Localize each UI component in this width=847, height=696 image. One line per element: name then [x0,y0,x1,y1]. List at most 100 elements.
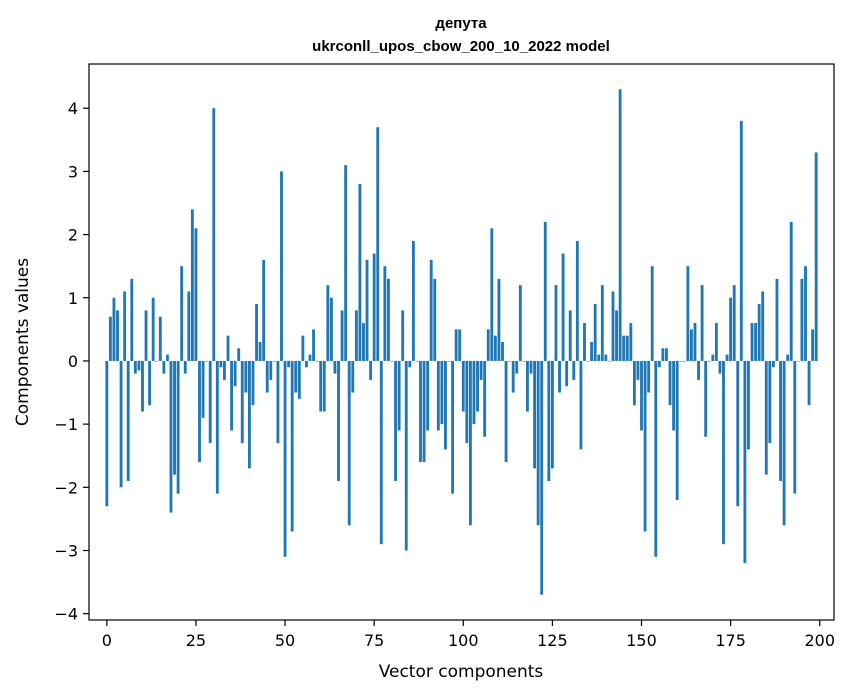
bar-124 [547,360,551,481]
bar-169 [707,360,711,362]
bar-41 [251,360,255,406]
bar-135 [586,360,590,362]
bar-10 [141,360,144,412]
bar-33 [223,360,226,380]
bar-111 [501,342,504,361]
bar-148 [632,360,636,406]
bar-114 [511,360,515,393]
bars-group [105,89,818,595]
bar-189 [779,360,782,481]
bar-81 [394,360,397,481]
bar-31 [215,360,219,494]
y-tick-label--4: −4 [54,605,78,624]
bar-38 [240,360,244,444]
bar-70 [354,310,358,361]
bar-199 [814,152,818,361]
bar-39 [244,360,248,393]
bar-48 [276,360,280,444]
bar-77 [379,360,383,545]
bar-116 [518,285,522,361]
bar-157 [665,348,668,361]
bar-194 [796,360,800,362]
bar-193 [793,360,797,494]
bar-71 [358,184,362,361]
bar-100 [461,360,465,412]
bar-23 [187,291,191,361]
bar-182 [754,323,757,361]
bar-102 [468,360,472,526]
bar-75 [372,253,376,361]
bar-54 [297,360,301,399]
bar-2 [112,297,116,361]
bar-185 [764,360,768,475]
bar-176 [732,285,736,361]
bar-195 [800,278,804,361]
bar-121 [536,360,540,526]
bar-119 [529,360,533,374]
bar-152 [647,360,651,393]
bar-36 [233,360,237,387]
bar-128 [561,253,565,361]
bar-133 [579,360,583,450]
y-axis-ticks: −4 −3 −2 −1 0 1 2 3 4 [54,99,89,624]
bar-22 [183,360,187,374]
bar-170 [711,354,715,361]
bar-45 [265,360,269,393]
y-tick-label-3: 3 [68,162,78,181]
bar-7 [130,278,134,361]
bar-164 [689,329,693,361]
bar-30 [212,108,216,361]
bar-145 [622,335,626,361]
bar-179 [743,360,747,564]
bar-84 [404,360,408,551]
bar-163 [686,266,690,361]
bar-29 [208,360,212,444]
bar-27 [201,360,205,418]
bar-92 [433,278,437,361]
y-tick-label-4: 4 [68,99,78,118]
bar-166 [697,360,700,380]
bar-174 [725,354,729,361]
bar-59 [315,360,319,362]
bar-52 [290,360,294,532]
bar-172 [718,360,722,374]
bar-34 [226,335,230,361]
bar-159 [672,360,676,431]
bar-17 [166,354,169,361]
bar-87 [415,360,419,362]
bar-97 [451,360,455,494]
bar-12 [148,360,152,406]
bar-32 [219,360,223,368]
bar-55 [301,335,305,361]
x-tick-label-200: 200 [804,631,835,650]
bar-80 [390,360,394,362]
bar-88 [419,360,422,463]
bar-154 [654,360,658,557]
bar-190 [782,360,786,526]
bar-98 [454,329,458,361]
bar-67 [344,165,348,361]
bar-105 [479,360,483,380]
bar-79 [387,278,390,361]
bar-156 [661,348,665,361]
bar-65 [337,360,340,481]
bar-20 [176,360,180,494]
bar-131 [572,360,576,380]
bar-69 [351,360,355,393]
bar-42 [255,304,258,361]
bar-146 [625,335,629,361]
bar-140 [604,354,608,361]
bar-85 [408,360,412,368]
bar-5 [123,291,127,361]
bar-50 [283,360,287,557]
bar-108 [490,228,494,361]
x-tick-label-25: 25 [186,631,206,650]
y-tick-label--1: −1 [54,415,78,434]
bar-64 [333,360,337,374]
bar-109 [493,335,497,361]
bar-89 [422,360,426,463]
bar-153 [650,266,654,361]
bar-21 [180,266,184,361]
bar-49 [280,171,283,361]
bar-63 [329,297,333,361]
